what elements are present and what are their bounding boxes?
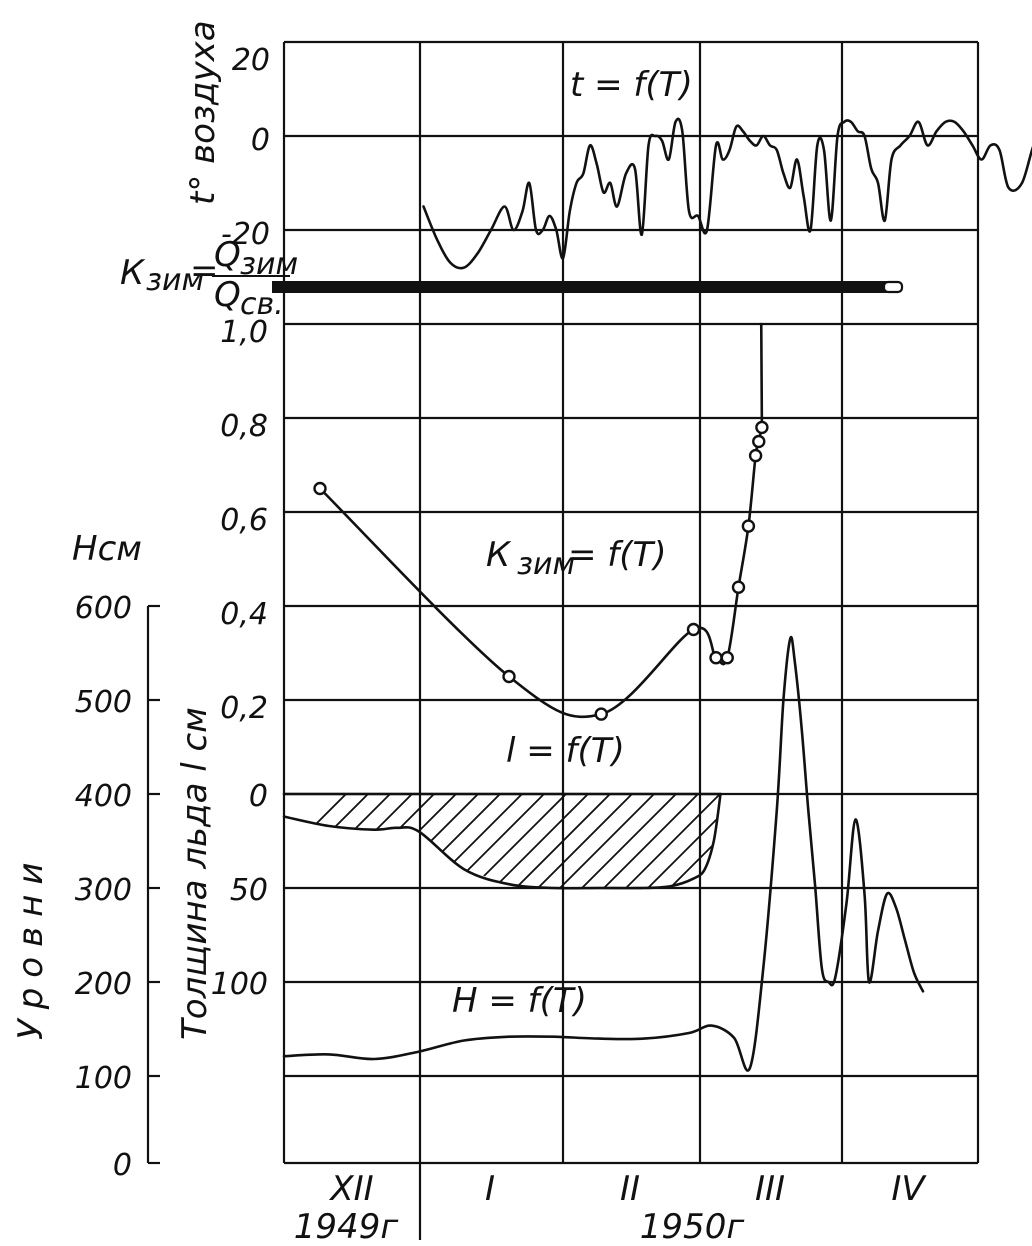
temperature-tick-label: 20 — [232, 43, 270, 78]
ice-hatch-region — [284, 790, 1010, 900]
hatch-line — [284, 794, 373, 888]
k-zim-point — [594, 707, 608, 721]
month-label: XII — [328, 1169, 373, 1209]
temperature-tick-label: 0 — [251, 123, 270, 158]
hatch-line — [437, 794, 549, 888]
hatch-line — [459, 794, 571, 888]
k-zim-point — [755, 420, 769, 435]
temperature-curve-label: t = f(T) — [570, 65, 693, 105]
hatch-line — [724, 790, 834, 900]
chart-markers — [313, 420, 769, 721]
level-tick-label: 400 — [75, 779, 132, 814]
k-zim-rise-line — [759, 322, 764, 429]
level-tick-label: 300 — [75, 873, 132, 908]
hatch-line — [856, 790, 966, 900]
chart-grid — [146, 40, 980, 1240]
ice-tick-label: 100 — [211, 967, 268, 1002]
hatch-line — [305, 794, 417, 888]
k-zim-point — [709, 651, 723, 665]
k-zim-curve-label-rhs: = f(T) — [568, 535, 667, 575]
ice-curve-label: l = f(T) — [506, 731, 625, 771]
hatch-line — [878, 790, 988, 900]
ice-axis-title: Толщина льда l см — [175, 707, 215, 1040]
year-label-1949: 1949г — [294, 1207, 400, 1246]
k-zim-tick-label: 1,0 — [220, 315, 268, 350]
month-label: III — [755, 1169, 785, 1209]
level-tick-label: 200 — [75, 967, 132, 1002]
hatch-line — [812, 790, 922, 900]
hatch-line — [481, 794, 593, 888]
k-zim-tick-label: 0,2 — [220, 691, 268, 726]
month-label: II — [620, 1169, 640, 1209]
chart-curves — [282, 117, 1032, 1072]
hatch-line — [900, 790, 1010, 900]
year-label-1950: 1950г — [640, 1207, 746, 1246]
level-unit-label: Нсм — [72, 529, 142, 569]
hatch-line — [349, 794, 461, 888]
ice-thickness-curve — [282, 792, 722, 890]
temperature-curve — [422, 117, 1032, 270]
k-formula-den-sub: св. — [240, 287, 284, 322]
k-zim-curve-label-sub: зим — [517, 547, 575, 582]
level-tick-label: 0 — [113, 1148, 132, 1183]
month-label: IV — [891, 1169, 927, 1209]
k-zim-tick-label: 0,6 — [220, 503, 268, 538]
k-zim-point — [748, 448, 763, 463]
hatch-line — [393, 794, 505, 888]
level-axis-title: Уровни — [11, 853, 51, 1040]
temperature-axis-title: t° воздуха — [183, 20, 223, 205]
k-zim-tick-label: 0,4 — [220, 597, 268, 632]
k-zim-point — [686, 622, 701, 637]
level-tick-label: 600 — [75, 591, 132, 626]
hatch-line — [746, 790, 856, 900]
temperature-tick-label: -20 — [221, 217, 270, 252]
chart-labels: 200-201,00,80,60,40,20501006005004003002… — [11, 20, 927, 1246]
water-level-curve-label: Н = f(T) — [452, 981, 587, 1021]
k-zim-tick-label: 0,8 — [220, 409, 268, 444]
k-band-end-marker — [882, 280, 904, 294]
hatch-line — [569, 794, 681, 888]
hatch-line — [371, 794, 483, 888]
hatch-line — [284, 794, 395, 888]
k-formula-eq: = — [190, 251, 219, 291]
k-formula-den: Q — [214, 275, 241, 315]
hatch-line — [591, 794, 703, 888]
hatch-line — [613, 794, 721, 888]
ice-hatch-lines — [284, 790, 1010, 900]
k-formula-num: Q — [214, 235, 241, 275]
hatch-line — [503, 794, 615, 888]
hatch-line — [635, 794, 721, 888]
k-formula-lhs-sub: зим — [146, 263, 204, 298]
k-band — [272, 281, 894, 293]
k-zim-point — [502, 669, 516, 684]
ice-tick-label: 50 — [230, 873, 268, 908]
level-tick-label: 500 — [75, 685, 132, 720]
hatch-line — [525, 794, 637, 888]
k-zim-point — [720, 651, 734, 665]
k-zim-point — [731, 580, 746, 594]
k-zim-point — [313, 481, 327, 496]
k-zim-point — [741, 519, 756, 533]
k-zim-point — [752, 434, 766, 449]
k-formula-lhs: К — [120, 253, 146, 293]
level-tick-label: 100 — [75, 1061, 132, 1096]
hatch-line — [790, 790, 900, 900]
ice-tick-label: 0 — [249, 779, 268, 814]
water-level-curve — [282, 635, 925, 1072]
k-zim-curve-label: К — [486, 535, 512, 575]
hatch-line — [327, 794, 439, 888]
hatch-line — [547, 794, 659, 888]
month-label: I — [485, 1169, 495, 1209]
